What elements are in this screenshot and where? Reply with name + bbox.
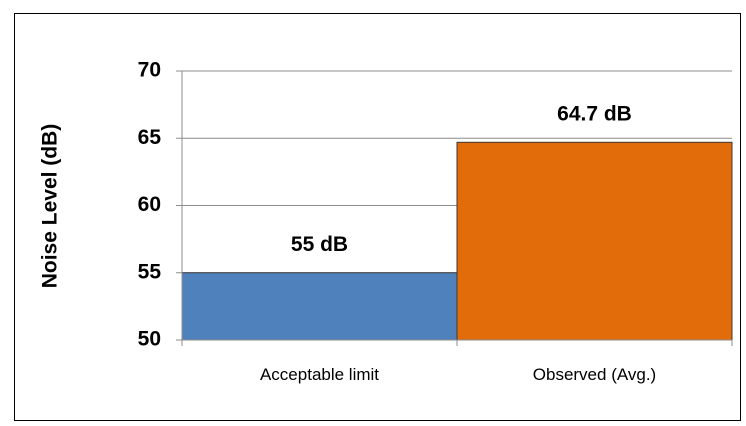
labels: 50 55 60 65 70 55 dB Acceptable limit 64.7 dB Ob… <box>138 59 657 384</box>
x-tick-label: Acceptable limit <box>260 365 379 384</box>
bar-observed-avg <box>456 141 733 341</box>
bar-acceptable-limit <box>181 272 458 341</box>
y-tick-label: 50 <box>138 328 161 351</box>
data-label: 55 dB <box>291 233 348 256</box>
x-tick-label: Observed (Avg.) <box>533 365 656 384</box>
y-tick-label: 60 <box>138 193 161 216</box>
data-label: 64.7 dB <box>557 102 632 125</box>
axes <box>176 70 733 346</box>
y-axis-label: Noise Level (dB) <box>39 124 62 289</box>
bars <box>181 141 733 341</box>
y-tick-label: 65 <box>138 126 162 149</box>
y-tick-label: 55 <box>138 260 162 283</box>
y-tick-label: 70 <box>138 59 161 82</box>
